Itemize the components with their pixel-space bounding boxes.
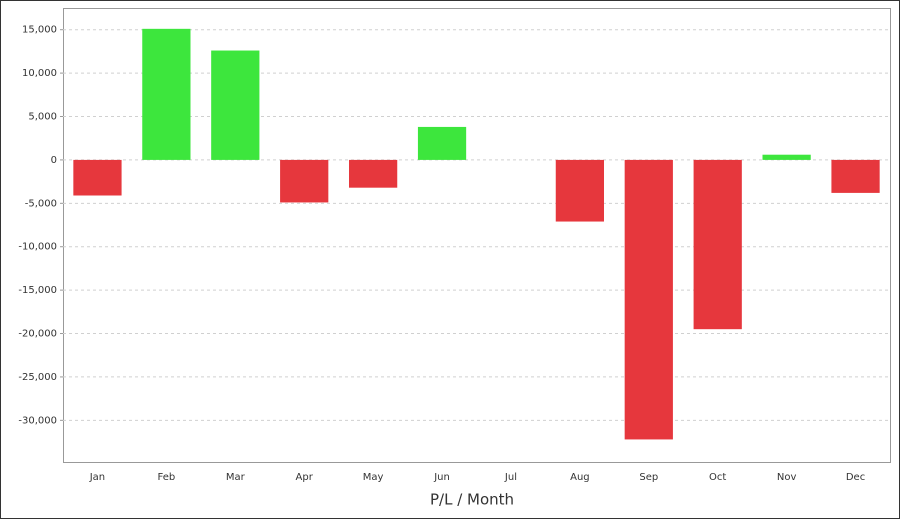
bar xyxy=(211,50,260,160)
y-tick-label: 0 xyxy=(51,155,57,166)
y-tick-label: -15,000 xyxy=(18,285,57,296)
y-tick-label: -30,000 xyxy=(18,415,57,426)
x-tick-label: Sep xyxy=(639,472,658,483)
bar xyxy=(624,159,673,440)
bar xyxy=(831,159,880,193)
y-tick-label: -10,000 xyxy=(18,242,57,253)
bar xyxy=(762,154,811,160)
bar xyxy=(73,159,122,196)
x-tick-label: Jun xyxy=(433,472,450,483)
y-tick-label: -5,000 xyxy=(25,198,57,209)
bar xyxy=(417,126,467,160)
y-tick-label: -25,000 xyxy=(18,372,57,383)
x-tick-label: Jan xyxy=(89,472,105,483)
x-axis-label: P/L / Month xyxy=(430,491,514,509)
x-tick-label: Jul xyxy=(504,472,517,483)
y-tick-label: 15,000 xyxy=(22,25,57,36)
y-tick-label: 5,000 xyxy=(28,112,57,123)
x-tick-label: May xyxy=(363,472,384,483)
x-tick-label: Apr xyxy=(296,472,314,483)
x-tick-label: Dec xyxy=(846,472,865,483)
x-tick-label: Oct xyxy=(709,472,726,483)
y-tick-label: 10,000 xyxy=(22,68,57,79)
x-tick-label: Mar xyxy=(226,472,246,483)
plot-area xyxy=(63,8,891,463)
x-tick-label: Nov xyxy=(777,472,797,483)
bar xyxy=(142,28,191,160)
bar xyxy=(693,159,742,330)
x-tick-label: Aug xyxy=(570,472,590,483)
bar xyxy=(555,159,604,222)
x-tick-label: Feb xyxy=(158,472,176,483)
bar xyxy=(280,159,329,203)
bar xyxy=(349,159,398,188)
y-tick-label: -20,000 xyxy=(18,329,57,340)
